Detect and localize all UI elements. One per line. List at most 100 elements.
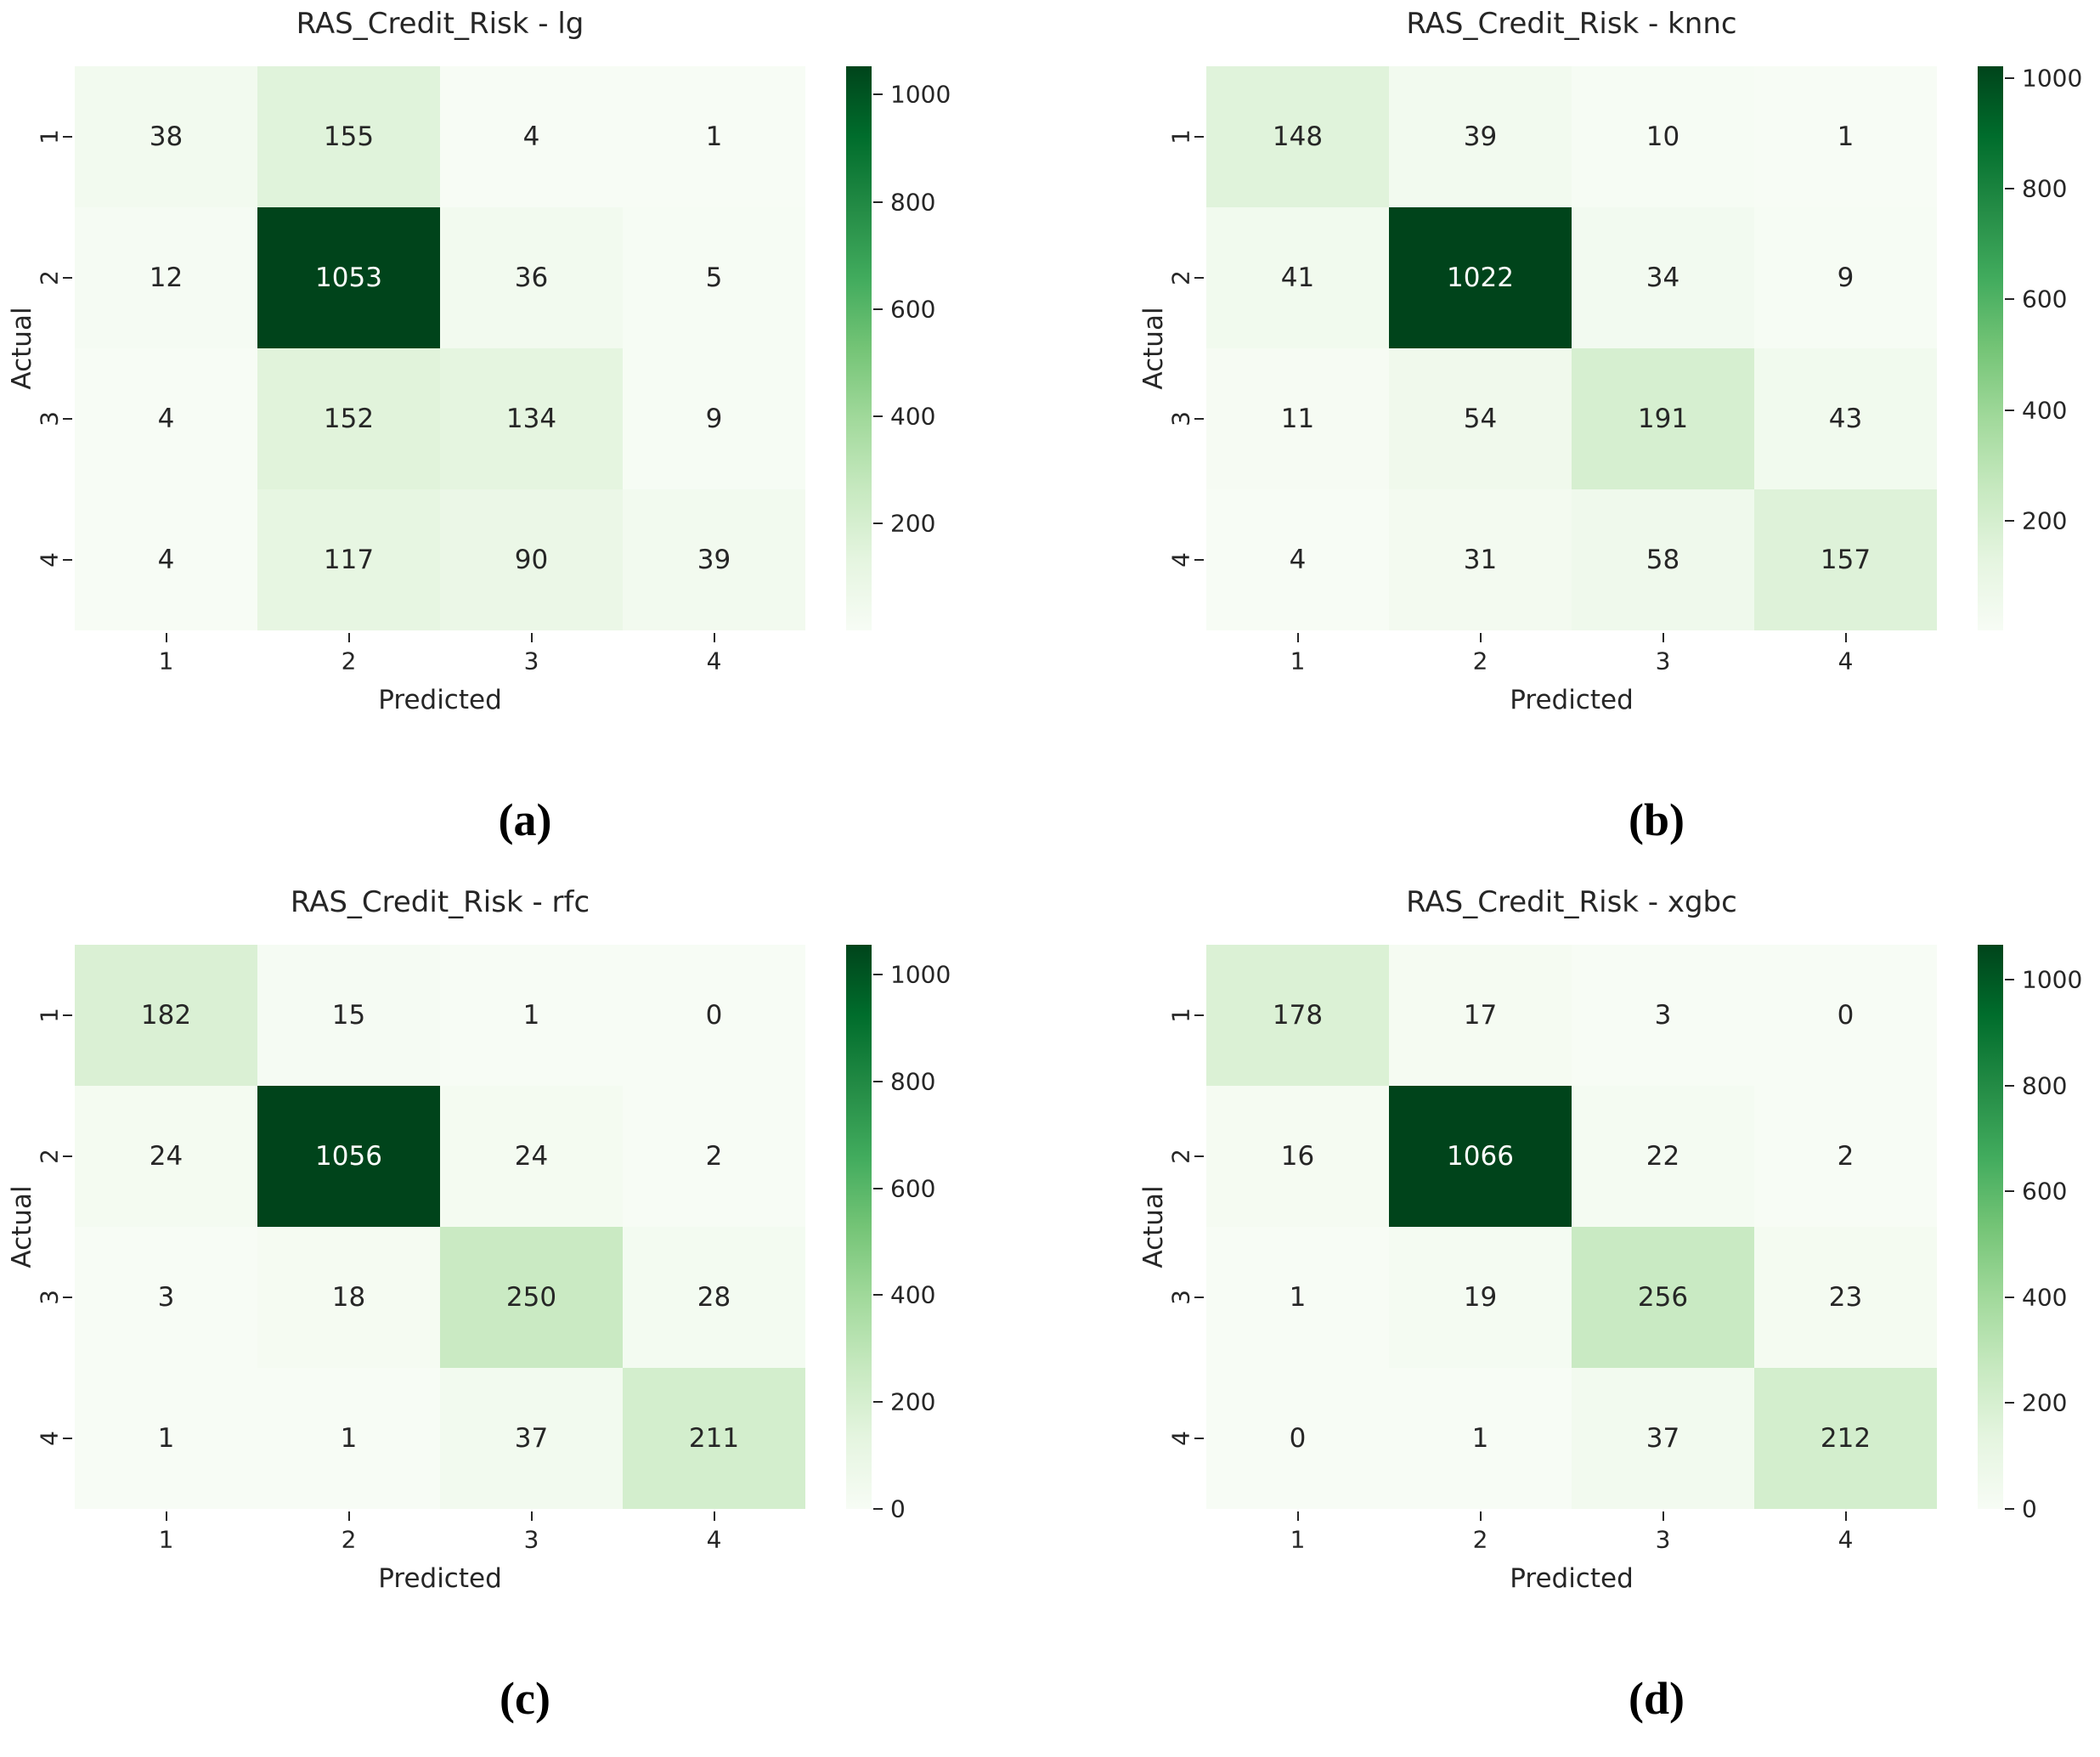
cell-value: 39 xyxy=(697,545,731,575)
cell-value: 9 xyxy=(705,404,723,434)
y-tick-mark xyxy=(63,1297,72,1298)
x-tick-label: 3 xyxy=(523,647,539,675)
heatmap-cell: 4 xyxy=(75,348,257,489)
cell-value: 155 xyxy=(323,121,375,152)
cell-value: 37 xyxy=(514,1423,549,1454)
cell-value: 250 xyxy=(505,1282,557,1313)
chart-title: RAS_Credit_Risk - lg xyxy=(296,7,584,41)
heatmap-cell: 39 xyxy=(1389,66,1572,207)
cell-value: 41 xyxy=(1280,263,1315,293)
cell-value: 31 xyxy=(1463,545,1498,575)
heatmap-cell: 19 xyxy=(1389,1227,1572,1368)
y-tick-label: 2 xyxy=(1166,270,1195,285)
heatmap-cell: 5 xyxy=(623,207,805,348)
x-tick-mark xyxy=(713,633,715,642)
colorbar-tick-mark xyxy=(873,1187,883,1189)
colorbar-tick-mark xyxy=(873,1401,883,1404)
heatmap-cell: 1022 xyxy=(1389,207,1572,348)
cell-value: 4 xyxy=(157,404,175,434)
y-tick-label: 3 xyxy=(35,411,64,427)
x-tick-label: 3 xyxy=(1655,647,1671,675)
colorbar-tick-mark xyxy=(2005,188,2014,190)
x-tick-mark xyxy=(1296,1511,1299,1521)
colorbar-tick-label: 600 xyxy=(2022,1177,2068,1206)
cell-value: 19 xyxy=(1463,1282,1498,1313)
y-tick-label: 2 xyxy=(35,1149,64,1164)
cell-value: 10 xyxy=(1646,121,1680,152)
cell-value: 211 xyxy=(688,1423,740,1454)
cell-value: 256 xyxy=(1637,1282,1689,1313)
colorbar-tick-label: 1000 xyxy=(890,80,951,109)
heatmap-cell: 31 xyxy=(1389,489,1572,630)
y-tick-label: 1 xyxy=(1166,129,1195,144)
cell-value: 34 xyxy=(1646,263,1680,293)
heatmap-cell: 1 xyxy=(623,66,805,207)
y-tick-mark xyxy=(1194,1297,1204,1298)
heatmap-cell: 39 xyxy=(623,489,805,630)
y-tick-mark xyxy=(63,136,72,138)
colorbar-tick-mark xyxy=(2005,1296,2014,1298)
x-tick-mark xyxy=(165,633,167,642)
heatmap-cell: 182 xyxy=(75,945,257,1086)
colorbar-tick-mark xyxy=(873,93,883,96)
colorbar-tick-mark xyxy=(873,1508,883,1510)
cell-value: 152 xyxy=(323,404,375,434)
cell-value: 4 xyxy=(522,121,540,152)
x-tick-mark xyxy=(713,1511,715,1521)
heatmap-cell: 212 xyxy=(1754,1368,1937,1509)
x-tick-label: 1 xyxy=(1290,647,1306,675)
cell-value: 28 xyxy=(697,1282,731,1313)
x-tick-label: 1 xyxy=(1290,1525,1306,1554)
colorbar-tick-label: 1000 xyxy=(2022,64,2083,93)
heatmap-cell: 1 xyxy=(1206,1227,1389,1368)
colorbar-tick-label: 0 xyxy=(890,1494,906,1523)
colorbar-tick-mark xyxy=(873,974,883,976)
cell-value: 178 xyxy=(1272,1000,1324,1031)
heatmap-cell: 4 xyxy=(75,489,257,630)
heatmap-cell: 36 xyxy=(440,207,623,348)
x-tick-mark xyxy=(1844,633,1847,642)
heatmap-cell: 10 xyxy=(1572,66,1754,207)
y-tick-mark xyxy=(63,559,72,561)
colorbar-tick-label: 600 xyxy=(890,1174,936,1203)
y-tick-mark xyxy=(63,418,72,420)
subfigure-caption: (c) xyxy=(500,1673,550,1724)
colorbar-tick-mark xyxy=(2005,1084,2014,1087)
cell-value: 0 xyxy=(1289,1423,1307,1454)
heatmap-cell: 148 xyxy=(1206,66,1389,207)
cell-value: 0 xyxy=(1837,1000,1854,1031)
heatmap-cell: 54 xyxy=(1389,348,1572,489)
cell-value: 2 xyxy=(1837,1141,1854,1172)
y-tick-label: 2 xyxy=(35,270,64,285)
heatmap-cell: 28 xyxy=(623,1227,805,1368)
heatmap-cell: 4 xyxy=(440,66,623,207)
cell-value: 16 xyxy=(1280,1141,1315,1172)
y-tick-label: 4 xyxy=(35,552,64,568)
cell-value: 191 xyxy=(1637,404,1689,434)
cell-value: 157 xyxy=(1820,545,1871,575)
heatmap-cell: 1 xyxy=(257,1368,440,1509)
colorbar-tick-label: 800 xyxy=(890,1067,936,1096)
y-tick-mark xyxy=(63,277,72,279)
heatmap-cell: 17 xyxy=(1389,945,1572,1086)
heatmap-cell: 250 xyxy=(440,1227,623,1368)
cell-value: 17 xyxy=(1463,1000,1498,1031)
x-tick-mark xyxy=(530,1511,533,1521)
heatmap: 182 15 1 0 24 1056 24 2 3 18 250 28 1 1 37 211 xyxy=(75,945,805,1509)
cell-value: 15 xyxy=(331,1000,366,1031)
heatmap-cell: 12 xyxy=(75,207,257,348)
heatmap-cell: 11 xyxy=(1206,348,1389,489)
heatmap-cell: 16 xyxy=(1206,1086,1389,1227)
colorbar-tick-label: 800 xyxy=(890,188,936,217)
cell-value: 1022 xyxy=(1447,263,1514,293)
colorbar-tick-mark xyxy=(873,201,883,203)
y-tick-mark xyxy=(63,1014,72,1016)
colorbar-tick-label: 400 xyxy=(890,402,936,431)
colorbar-tick-label: 200 xyxy=(2022,1388,2068,1417)
y-tick-mark xyxy=(1194,1014,1204,1016)
colorbar-tick-mark xyxy=(2005,298,2014,301)
subfigure-caption: (a) xyxy=(498,794,552,845)
y-tick-mark xyxy=(1194,559,1204,561)
y-tick-label: 2 xyxy=(1166,1149,1195,1164)
cell-value: 37 xyxy=(1646,1423,1680,1454)
